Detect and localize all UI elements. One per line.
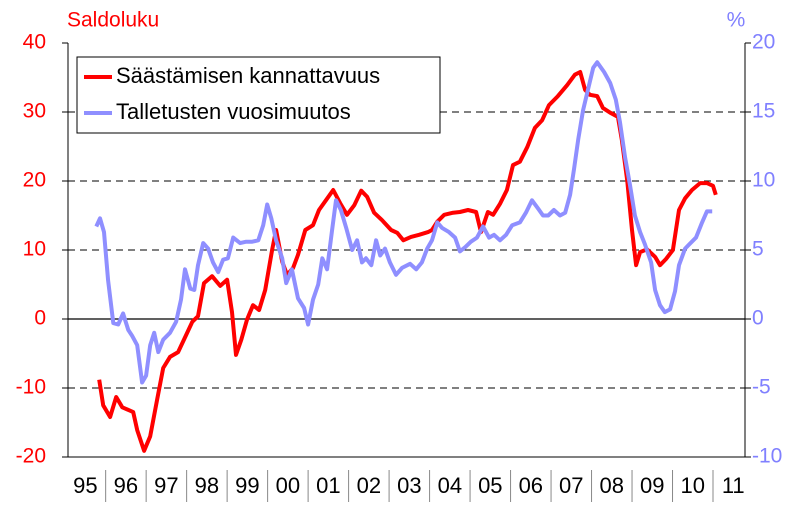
y-tick-label: -10	[16, 376, 46, 399]
x-tick-label: 06	[519, 473, 543, 498]
y-axis-label: Saldoluku	[67, 9, 159, 32]
x-tick-label: 03	[397, 473, 421, 498]
y2-tick-label: -10	[752, 445, 782, 468]
x-tick-label: 98	[195, 473, 219, 498]
legend-label: Säästämisen kannattavuus	[116, 63, 380, 88]
y-tick-label: -20	[16, 445, 46, 468]
x-tick-label: 99	[235, 473, 259, 498]
x-tick-label: 07	[559, 473, 583, 498]
y2-tick-label: 0	[752, 307, 764, 330]
x-tick-label: 04	[438, 473, 462, 498]
x-tick-label: 09	[640, 473, 664, 498]
y-tick-label: 30	[23, 100, 46, 123]
x-tick-label: 96	[114, 473, 138, 498]
y2-tick-label: 5	[752, 238, 764, 261]
x-tick-label: 95	[73, 473, 97, 498]
series-line	[94, 60, 713, 385]
y2-tick-label: 20	[752, 31, 775, 54]
y2-tick-label: -5	[752, 376, 771, 399]
legend-box	[76, 56, 441, 134]
x-tick-label: 01	[316, 473, 340, 498]
x-tick-label: 00	[276, 473, 300, 498]
y2-tick-label: 10	[752, 169, 775, 192]
x-tick-label: 97	[154, 473, 178, 498]
x-tick-label: 02	[357, 473, 381, 498]
x-tick-label: 11	[722, 473, 745, 498]
y2-tick-label: 15	[752, 100, 775, 123]
y-tick-label: 20	[23, 169, 46, 192]
x-tick-label: 10	[681, 473, 705, 498]
y-tick-label: 0	[34, 307, 46, 330]
y2-axis-label: %	[727, 9, 746, 32]
legend-label: Talletusten vuosimuutos	[116, 99, 351, 124]
x-tick-label: 08	[600, 473, 624, 498]
x-tick-label: 05	[478, 473, 502, 498]
y-tick-label: 40	[23, 31, 46, 54]
y-tick-label: 10	[23, 238, 46, 261]
